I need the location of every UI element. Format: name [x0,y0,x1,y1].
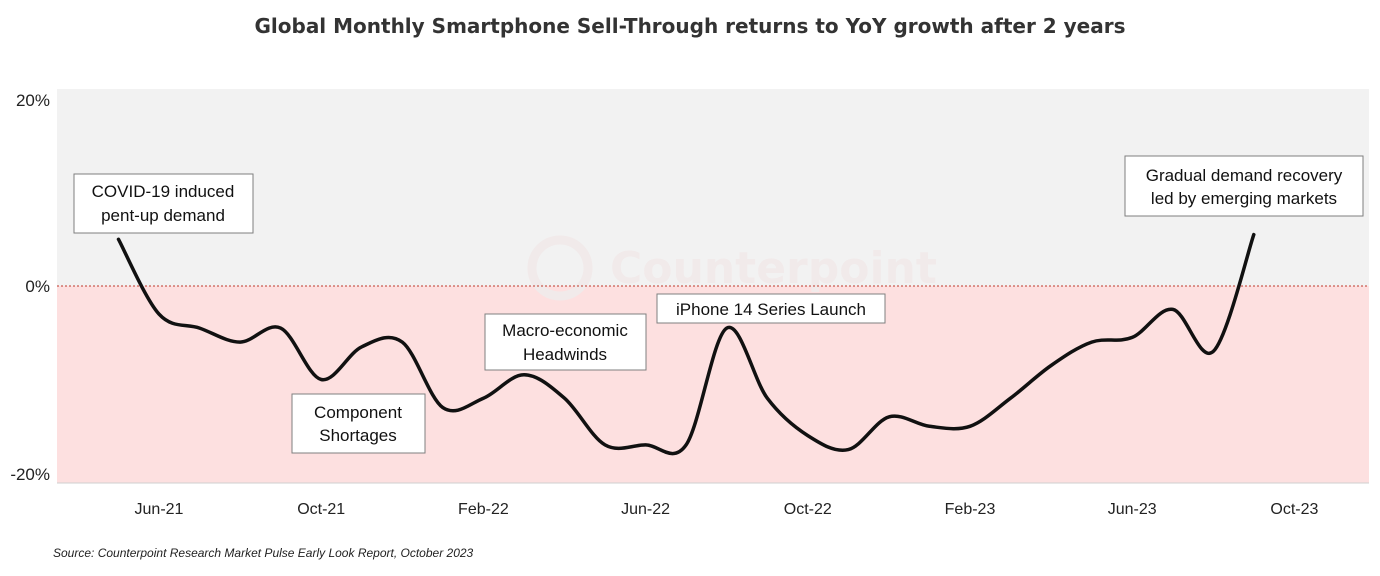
data-point [319,378,323,382]
data-point [522,373,526,377]
x-tick-label: Feb-23 [945,501,996,518]
data-point [1211,349,1215,353]
data-point [603,443,607,447]
annotation-line: Headwinds [523,345,607,364]
chart-title: Global Monthly Smartphone Sell-Through r… [254,14,1126,38]
data-point [198,326,202,330]
annotation-line: iPhone 14 Series Launch [676,300,866,319]
data-point [765,396,769,400]
data-point [725,326,729,330]
annotation-iphone-launch: iPhone 14 Series Launch [656,293,886,324]
annotation-line: led by emerging markets [1151,189,1337,208]
x-tick-label: Oct-22 [784,501,832,518]
x-tick-label: Jun-21 [135,501,184,518]
y-tick-label: 20% [16,91,50,110]
annotation-box [73,173,254,234]
data-point [360,345,364,349]
data-point [279,326,283,330]
x-tick-label: Oct-21 [297,501,345,518]
annotation-line: Macro-economic [502,321,628,340]
annotation-box [291,393,426,454]
data-point [1130,335,1134,339]
x-tick-label: Jun-22 [621,501,670,518]
annotation-line: Component [314,403,402,422]
x-tick-label: Oct-23 [1270,501,1318,518]
data-point [644,443,648,447]
y-tick-label: -20% [10,465,50,484]
annotation-demand-recovery: Gradual demand recovery led by emerging … [1124,155,1364,217]
annotation-line: pent-up demand [101,206,225,225]
data-point [927,424,931,428]
data-point [1009,396,1013,400]
data-point [1171,307,1175,311]
data-point [157,312,161,316]
watermark-logo [527,235,593,301]
x-axis-ticks: Jun-21 Oct-21 Feb-22 Jun-22 Oct-22 Feb-23 Jun-… [135,501,1319,518]
data-point [968,424,972,428]
annotation-line: Shortages [319,426,397,445]
data-point [1252,233,1256,237]
data-point [806,434,810,438]
data-point [238,340,242,344]
annotation-box [484,313,647,371]
data-point [563,396,567,400]
annotation-box [1124,155,1364,217]
data-point [441,406,445,410]
annotation-line: Gradual demand recovery [1146,166,1343,185]
annotation-macro-headwinds: Macro-economic Headwinds [484,313,647,371]
annotation-box [656,293,886,324]
annotation-line: COVID-19 induced [92,182,235,201]
data-point [481,396,485,400]
x-tick-label: Jun-23 [1108,501,1157,518]
y-tick-label: 0% [25,277,50,296]
data-point [1049,364,1053,368]
series-line [116,232,1256,456]
data-point [846,448,850,452]
data-point [684,443,688,447]
data-point [117,237,121,241]
data-point [887,415,891,419]
annotation-component-shortages: Component Shortages [291,393,426,454]
data-point [1090,340,1094,344]
source-note: Source: Counterpoint Research Market Pul… [53,546,474,560]
data-point [400,340,404,344]
x-tick-label: Feb-22 [458,501,509,518]
annotation-covid: COVID-19 induced pent-up demand [73,173,254,234]
